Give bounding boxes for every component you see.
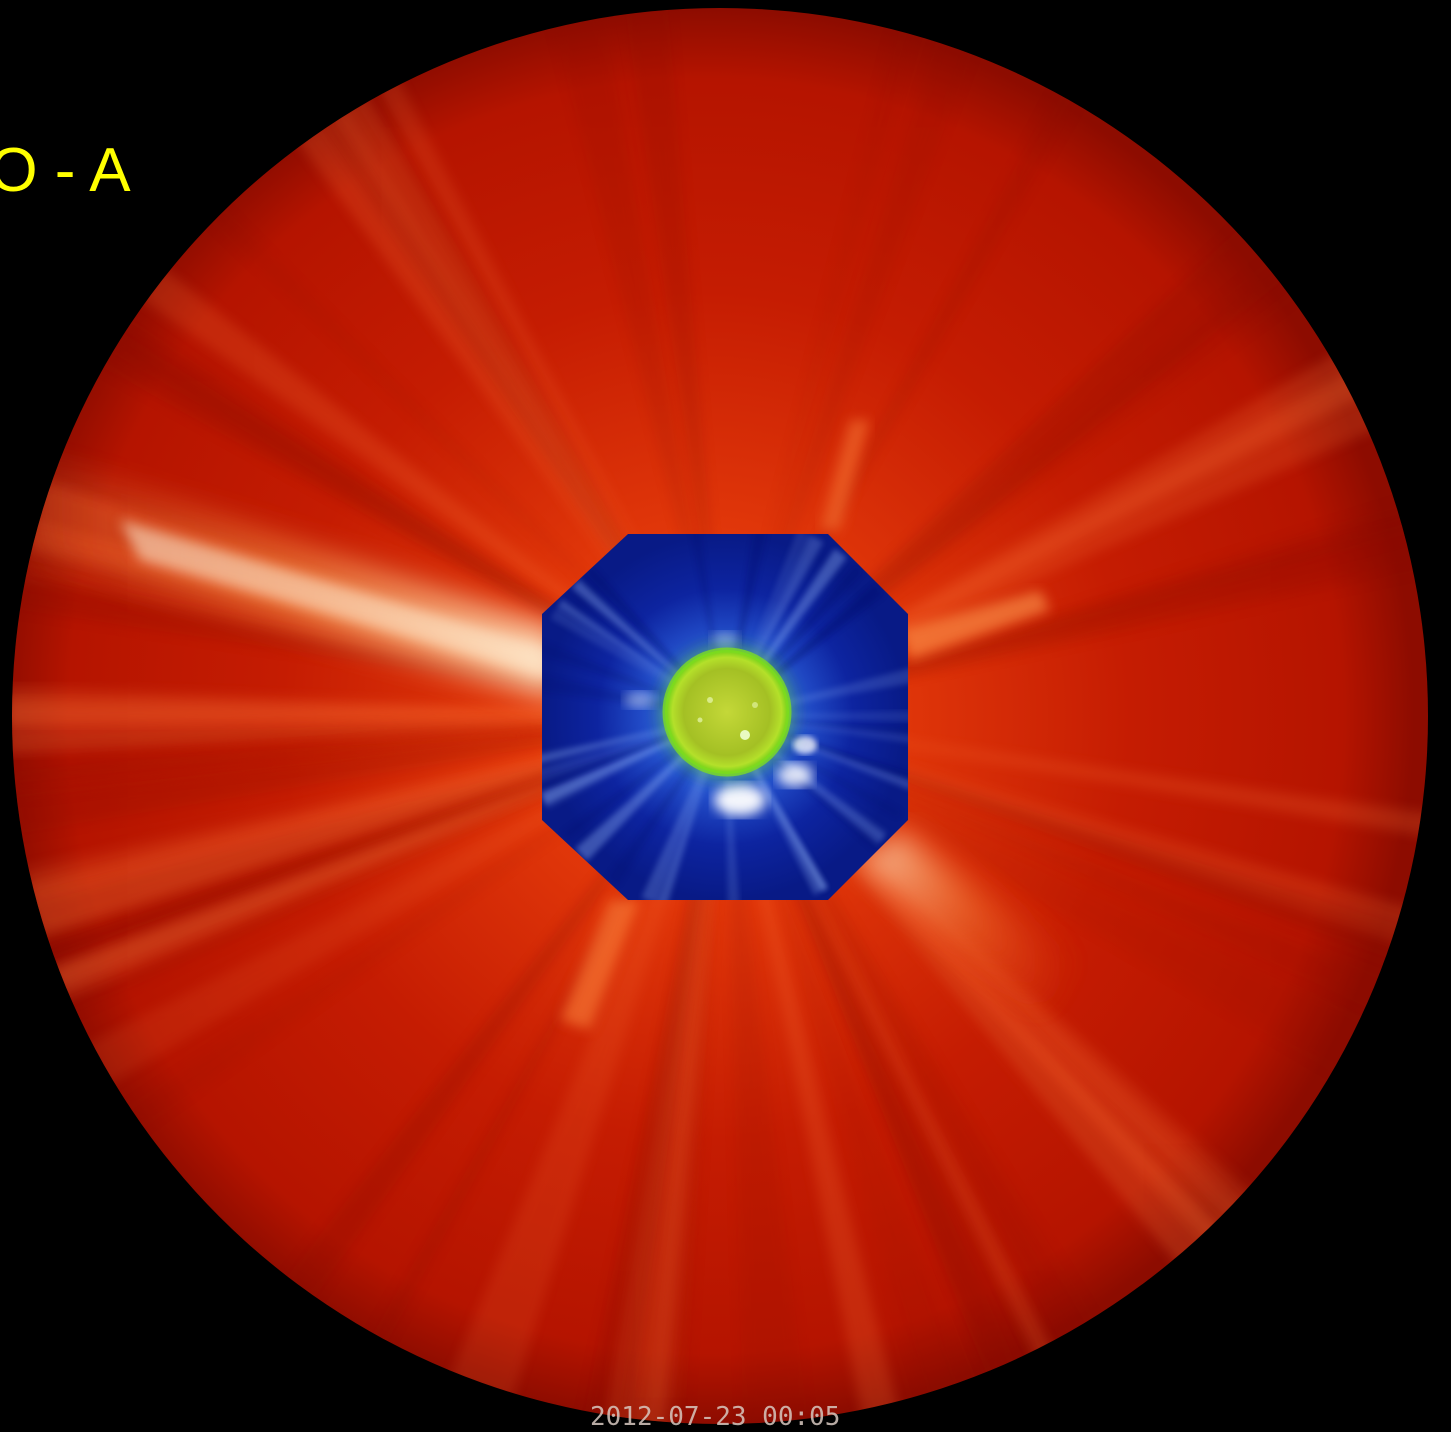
timestamp-label: 2012-07-23 00:05: [590, 1402, 841, 1432]
inner-corona-ray: [725, 710, 908, 723]
solar-disk: [651, 636, 803, 788]
instrument-label: EO - A: [0, 136, 131, 205]
